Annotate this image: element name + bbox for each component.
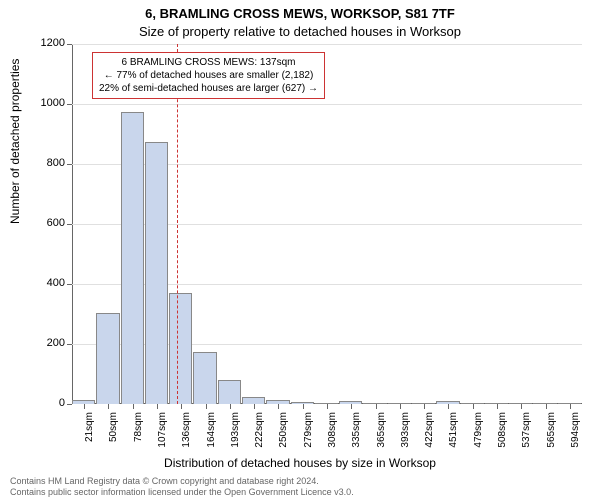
x-tick-mark	[376, 404, 377, 409]
histogram-bar	[121, 112, 144, 405]
chart-title-sub: Size of property relative to detached ho…	[0, 24, 600, 39]
x-tick-mark	[521, 404, 522, 409]
x-tick-label: 21sqm	[84, 412, 95, 452]
x-tick-mark	[181, 404, 182, 409]
footer-line: Contains public sector information licen…	[10, 487, 354, 498]
x-axis-label: Distribution of detached houses by size …	[0, 456, 600, 470]
gridline	[72, 104, 582, 105]
x-tick-mark	[570, 404, 571, 409]
x-tick-mark	[278, 404, 279, 409]
x-tick-label: 193sqm	[230, 412, 241, 452]
x-tick-label: 164sqm	[206, 412, 217, 452]
x-tick-label: 308sqm	[327, 412, 338, 452]
histogram-bar	[96, 313, 119, 405]
x-tick-mark	[84, 404, 85, 409]
footer-attribution: Contains HM Land Registry data © Crown c…	[10, 476, 354, 499]
x-tick-label: 393sqm	[400, 412, 411, 452]
annotation-line: 6 BRAMLING CROSS MEWS: 137sqm	[99, 56, 318, 69]
y-axis-label: Number of detached properties	[8, 59, 22, 224]
x-tick-mark	[303, 404, 304, 409]
x-tick-label: 451sqm	[448, 412, 459, 452]
x-tick-mark	[133, 404, 134, 409]
x-tick-label: 335sqm	[351, 412, 362, 452]
x-tick-label: 78sqm	[133, 412, 144, 452]
x-tick-label: 136sqm	[181, 412, 192, 452]
y-tick-label: 1000	[30, 97, 65, 109]
y-tick-label: 1200	[30, 37, 65, 49]
x-tick-label: 508sqm	[497, 412, 508, 452]
x-tick-mark	[351, 404, 352, 409]
y-tick-label: 800	[30, 157, 65, 169]
histogram-bar	[193, 352, 216, 405]
y-tick-mark	[67, 224, 72, 225]
x-tick-label: 594sqm	[570, 412, 581, 452]
y-tick-mark	[67, 164, 72, 165]
chart-title-main: 6, BRAMLING CROSS MEWS, WORKSOP, S81 7TF	[0, 6, 600, 21]
x-tick-mark	[400, 404, 401, 409]
x-tick-label: 50sqm	[108, 412, 119, 452]
annotation-box: 6 BRAMLING CROSS MEWS: 137sqm← 77% of de…	[92, 52, 325, 99]
x-tick-label: 222sqm	[254, 412, 265, 452]
y-tick-mark	[67, 344, 72, 345]
y-tick-mark	[67, 404, 72, 405]
footer-line: Contains HM Land Registry data © Crown c…	[10, 476, 354, 487]
x-tick-label: 250sqm	[278, 412, 289, 452]
histogram-bar	[145, 142, 168, 405]
x-tick-mark	[327, 404, 328, 409]
y-tick-label: 400	[30, 277, 65, 289]
x-tick-mark	[546, 404, 547, 409]
y-tick-mark	[67, 284, 72, 285]
annotation-line: ← 77% of detached houses are smaller (2,…	[99, 69, 318, 82]
y-tick-mark	[67, 104, 72, 105]
x-tick-label: 279sqm	[303, 412, 314, 452]
x-tick-mark	[230, 404, 231, 409]
histogram-bar	[218, 380, 241, 404]
histogram-bar	[169, 293, 192, 404]
y-tick-label: 600	[30, 217, 65, 229]
x-tick-mark	[473, 404, 474, 409]
x-tick-label: 107sqm	[157, 412, 168, 452]
x-tick-label: 365sqm	[376, 412, 387, 452]
x-tick-label: 422sqm	[424, 412, 435, 452]
y-tick-label: 200	[30, 337, 65, 349]
x-tick-label: 479sqm	[473, 412, 484, 452]
x-tick-mark	[108, 404, 109, 409]
y-tick-mark	[67, 44, 72, 45]
x-tick-mark	[424, 404, 425, 409]
x-tick-label: 565sqm	[546, 412, 557, 452]
x-tick-mark	[157, 404, 158, 409]
y-tick-label: 0	[30, 397, 65, 409]
annotation-line: 22% of semi-detached houses are larger (…	[99, 82, 318, 95]
gridline	[72, 44, 582, 45]
histogram-bar	[242, 397, 265, 405]
chart-container: 6, BRAMLING CROSS MEWS, WORKSOP, S81 7TF…	[0, 0, 600, 500]
x-tick-mark	[254, 404, 255, 409]
x-tick-label: 537sqm	[521, 412, 532, 452]
x-tick-mark	[448, 404, 449, 409]
x-tick-mark	[497, 404, 498, 409]
x-tick-mark	[206, 404, 207, 409]
